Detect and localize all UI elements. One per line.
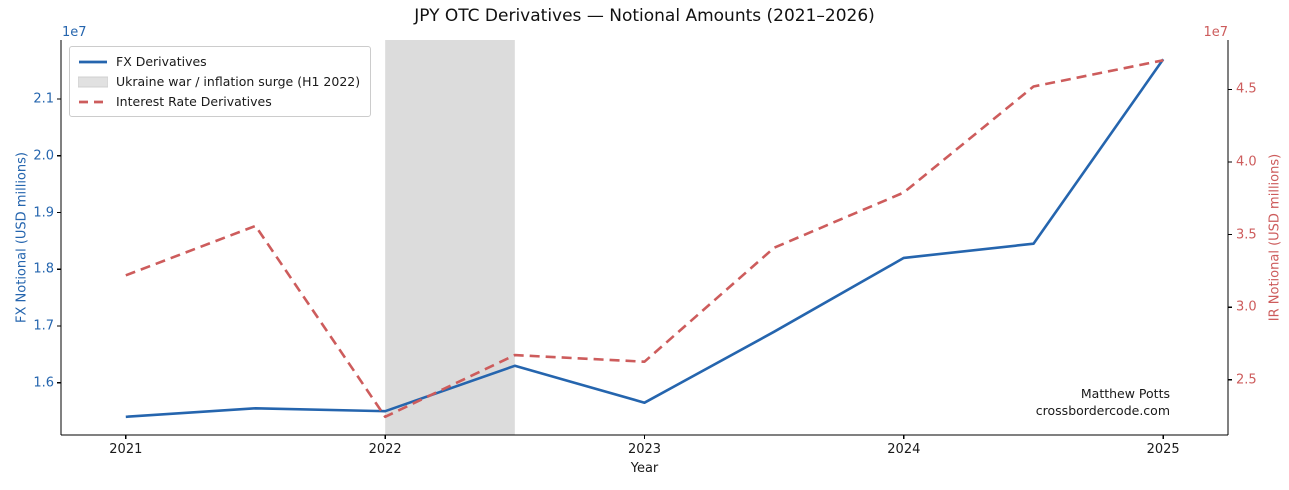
legend: FX Derivatives Ukraine war / inflation su… (69, 46, 372, 117)
watermark-author: Matthew Potts (1080, 386, 1170, 401)
legend-item: Interest Rate Derivatives (78, 93, 360, 110)
right-tick-label: 2.5 (1236, 372, 1257, 388)
right-tick-label: 3.0 (1236, 299, 1257, 315)
right-tick-label: 3.5 (1236, 227, 1257, 243)
legend-item: FX Derivatives (78, 53, 360, 70)
series-ir-line (125, 59, 1164, 419)
x-axis-label: Year (630, 461, 659, 476)
series-fx-line (125, 58, 1165, 419)
right-tick-label: 4.5 (1236, 81, 1257, 97)
right-tick-label: 4.0 (1236, 154, 1257, 170)
legend-line-swatch (79, 100, 107, 103)
watermark-annotation: Matthew Potts crossbordercode.com (1036, 385, 1170, 419)
chart-title: JPY OTC Derivatives — Notional Amounts (… (414, 6, 875, 26)
left-tick-label: 1.9 (33, 205, 54, 221)
x-tick-label: 2021 (109, 442, 143, 457)
y-axis-label-left: FX Notional (USD millions) (14, 152, 30, 323)
left-tick-label: 2.1 (33, 91, 54, 107)
left-tick-label: 1.6 (33, 375, 54, 391)
y-axis-label-right: IR Notional (USD millions) (1267, 153, 1283, 322)
legend-item: Ukraine war / inflation surge (H1 2022) (78, 73, 360, 90)
left-tick-label: 1.7 (33, 318, 54, 334)
legend-patch-swatch (78, 76, 108, 87)
x-tick-label: 2022 (368, 442, 402, 457)
left-axis-offset-label: 1e7 (62, 25, 87, 40)
legend-item-label: Ukraine war / inflation surge (H1 2022) (116, 74, 361, 89)
right-axis-offset-label: 1e7 (1203, 25, 1228, 40)
x-tick-label: 2024 (887, 442, 921, 457)
left-tick-label: 2.0 (33, 148, 54, 164)
legend-item-label: FX Derivatives (116, 54, 207, 69)
legend-line-swatch (79, 60, 107, 63)
left-tick-label: 1.8 (33, 261, 54, 277)
watermark-site: crossbordercode.com (1035, 403, 1170, 418)
legend-item-label: Interest Rate Derivatives (116, 94, 272, 109)
x-tick-label: 2023 (627, 442, 662, 457)
x-tick-label: 2025 (1146, 442, 1180, 457)
event-band (385, 40, 515, 435)
